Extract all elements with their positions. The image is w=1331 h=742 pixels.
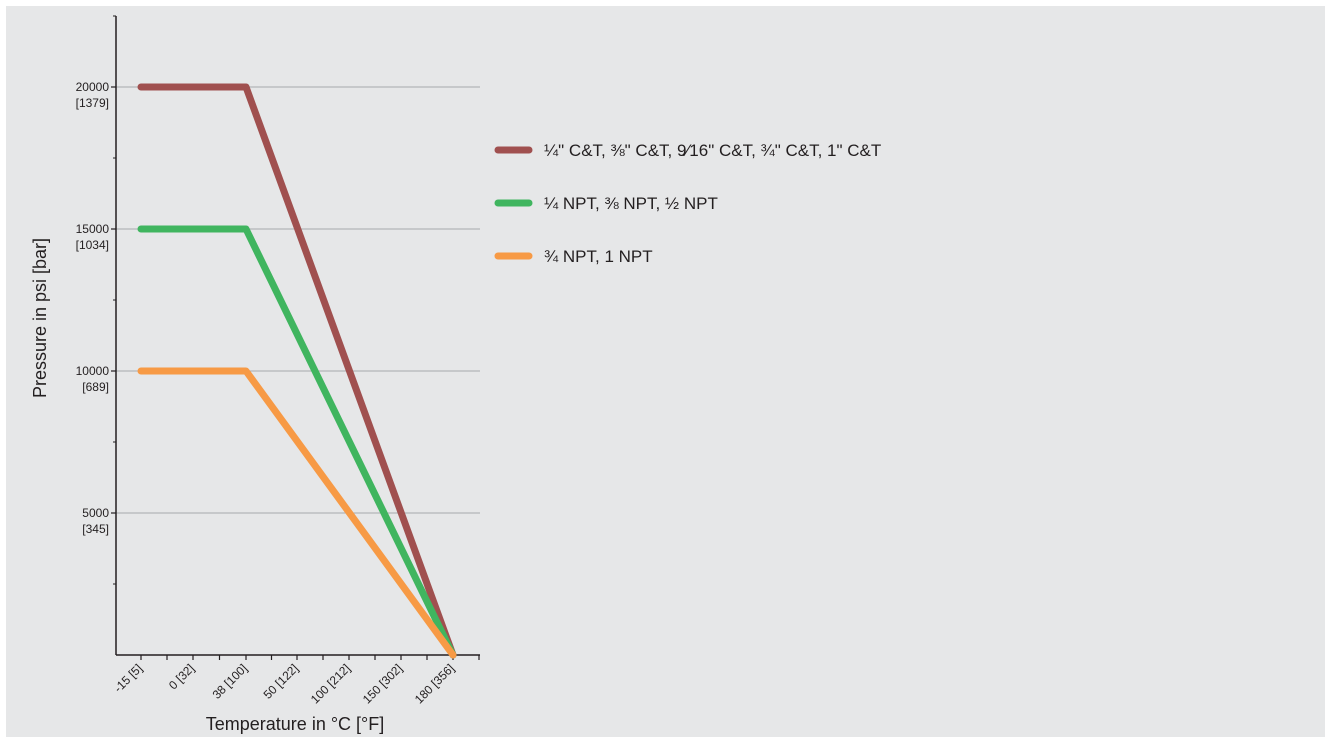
y-tick-sublabel: [345] (82, 522, 109, 536)
y-tick-sublabel: [1379] (76, 96, 109, 110)
series-line (137, 367, 457, 659)
x-tick-label: 150 [302] (360, 661, 405, 706)
series-line (137, 225, 457, 659)
x-tick-label: 180 [356] (412, 661, 457, 706)
y-tick-label: 15000 (76, 222, 110, 236)
y-tick-sublabel: [689] (82, 380, 109, 394)
y-tick-label: 20000 (76, 80, 110, 94)
legend-label: ¼ NPT, ⅜ NPT, ½ NPT (544, 194, 718, 213)
x-tick-label: 38 [100] (210, 661, 251, 702)
x-tick-label: 100 [212] (308, 661, 353, 706)
y-tick-label: 5000 (82, 506, 109, 520)
series-lines (137, 83, 457, 659)
legend: ¼" C&T, ⅜" C&T, 9⁄16" C&T, ¾" C&T, 1" C&… (494, 141, 881, 266)
series-line (137, 83, 457, 659)
x-axis-title: Temperature in °C [°F] (206, 714, 384, 734)
legend-label: ¾ NPT, 1 NPT (544, 247, 653, 266)
y-axis-title: Pressure in psi [bar] (30, 238, 50, 398)
y-tick-label: 10000 (76, 364, 110, 378)
x-tick-label: 50 [122] (261, 661, 302, 702)
grid-lines (116, 86, 480, 514)
x-tick-label: 0 [32] (166, 661, 197, 692)
x-tick-label: -15 [5] (111, 661, 145, 695)
y-tick-sublabel: [1034] (76, 238, 109, 252)
legend-label: ¼" C&T, ⅜" C&T, 9⁄16" C&T, ¾" C&T, 1" C&… (544, 141, 881, 160)
